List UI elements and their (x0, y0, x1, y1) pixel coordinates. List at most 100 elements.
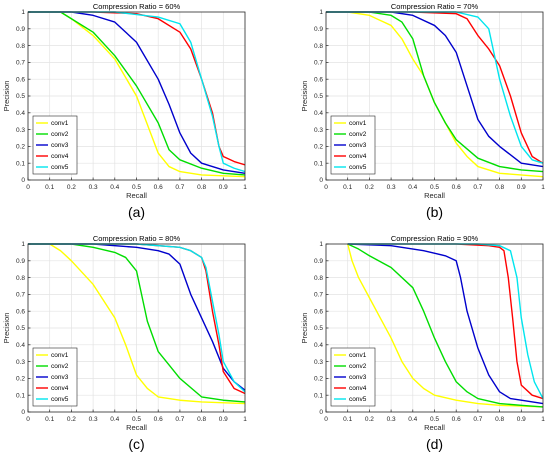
series-line-conv1 (28, 243, 246, 405)
series-line-conv3 (347, 243, 544, 405)
x-tick-label: 0.6 (154, 416, 163, 423)
x-tick-label: 0.2 (365, 416, 374, 423)
y-tick-label: 0.1 (314, 392, 323, 399)
chart-title: Compression Ratio = 80% (93, 234, 181, 243)
legend-label-conv4: conv4 (51, 153, 69, 160)
legend-label-conv1: conv1 (349, 120, 367, 127)
legend-label-conv2: conv2 (349, 131, 367, 138)
x-tick-label: 0.7 (175, 184, 184, 191)
series-line-conv5 (28, 11, 246, 173)
x-tick-label: 0.8 (197, 416, 206, 423)
series-line-conv4 (347, 243, 544, 400)
y-tick-label: 1 (21, 9, 25, 16)
y-tick-label: 0.9 (314, 26, 323, 33)
y-axis-label: Precision (300, 81, 309, 112)
y-tick-label: 0.5 (16, 93, 25, 100)
legend-label-conv1: conv1 (349, 352, 367, 359)
y-tick-label: 0.5 (314, 93, 323, 100)
x-tick-label: 0 (324, 184, 328, 191)
y-tick-label: 0.7 (16, 60, 25, 67)
x-tick-label: 1 (243, 416, 247, 423)
y-tick-label: 1 (319, 241, 323, 248)
chart-title: Compression Ratio = 90% (391, 234, 479, 243)
legend-label-conv3: conv3 (349, 142, 367, 149)
x-tick-label: 0.1 (45, 184, 54, 191)
legend: conv1 conv2 conv3 conv4 conv5 (32, 115, 78, 175)
x-tick-label: 0 (324, 416, 328, 423)
series-line-conv5 (347, 243, 544, 399)
y-tick-label: 0.9 (314, 258, 323, 265)
y-tick-label: 0.1 (314, 160, 323, 167)
x-tick-label: 0.1 (343, 416, 352, 423)
x-tick-label: 0.5 (430, 416, 439, 423)
x-tick-label: 1 (243, 184, 247, 191)
x-tick-label: 0.9 (517, 184, 526, 191)
y-tick-label: 1 (21, 241, 25, 248)
y-axis-label: Precision (300, 313, 309, 344)
y-tick-label: 0 (21, 177, 25, 184)
chart-panel-4: 0 0.1 0.2 0.3 0.4 0.5 0.6 0.7 0.8 0.9 1 0 0.1 0.2 0.3 0… (300, 234, 545, 452)
x-tick-label: 0.4 (110, 416, 119, 423)
x-tick-label: 0.5 (132, 184, 141, 191)
x-axis-label: Recall (424, 191, 445, 200)
x-tick-label: 0.4 (408, 416, 417, 423)
legend-label-conv2: conv2 (51, 363, 69, 370)
y-axis-label: Precision (2, 313, 11, 344)
y-tick-label: 0.3 (314, 359, 323, 366)
y-tick-label: 0.8 (314, 275, 323, 282)
series-line-conv3 (28, 243, 246, 391)
y-tick-label: 0.7 (16, 292, 25, 299)
x-tick-label: 0.3 (89, 416, 98, 423)
y-tick-label: 0.2 (314, 144, 323, 151)
x-tick-label: 0.9 (219, 184, 228, 191)
y-tick-label: 1 (319, 9, 323, 16)
y-tick-label: 0.8 (16, 275, 25, 282)
x-tick-label: 0.1 (343, 184, 352, 191)
legend-label-conv5: conv5 (349, 396, 367, 403)
legend-label-conv4: conv4 (51, 385, 69, 392)
panel-label: (d) (426, 436, 443, 452)
legend: conv1 conv2 conv3 conv4 conv5 (330, 347, 376, 407)
series-line-conv5 (28, 243, 246, 393)
legend-label-conv5: conv5 (51, 396, 69, 403)
x-tick-label: 0 (26, 416, 30, 423)
x-tick-label: 0.6 (452, 184, 461, 191)
x-tick-label: 0.8 (197, 184, 206, 191)
y-tick-label: 0.6 (314, 76, 323, 83)
legend-label-conv5: conv5 (51, 164, 69, 171)
y-tick-label: 0.3 (16, 359, 25, 366)
x-tick-label: 0.2 (67, 184, 76, 191)
legend-label-conv5: conv5 (349, 164, 367, 171)
legend: conv1 conv2 conv3 conv4 conv5 (330, 115, 376, 175)
y-tick-label: 0.4 (314, 342, 323, 349)
y-tick-label: 0.6 (16, 76, 25, 83)
y-tick-label: 0.4 (16, 342, 25, 349)
x-tick-label: 0.7 (175, 416, 184, 423)
x-tick-label: 0.7 (473, 416, 482, 423)
x-axis-label: Recall (424, 423, 445, 432)
legend-label-conv2: conv2 (349, 363, 367, 370)
x-tick-label: 0.7 (473, 184, 482, 191)
chart-panel-1: 0 0.1 0.2 0.3 0.4 0.5 0.6 0.7 0.8 0.9 1 0 0.1 0.2 0.3 0… (2, 2, 247, 220)
series-line-conv3 (28, 11, 246, 174)
panel-label: (c) (128, 436, 144, 452)
x-tick-label: 0.4 (110, 184, 119, 191)
x-tick-label: 0.6 (154, 184, 163, 191)
legend-label-conv3: conv3 (349, 374, 367, 381)
x-tick-label: 1 (541, 184, 545, 191)
x-tick-label: 0.1 (45, 416, 54, 423)
x-tick-label: 0.9 (517, 416, 526, 423)
legend-label-conv1: conv1 (51, 120, 69, 127)
y-tick-label: 0.4 (314, 110, 323, 117)
legend-label-conv4: conv4 (349, 153, 367, 160)
chart-panel-3: 0 0.1 0.2 0.3 0.4 0.5 0.6 0.7 0.8 0.9 1 0 0.1 0.2 0.3 0… (2, 234, 247, 452)
series-line-conv5 (326, 11, 544, 164)
y-tick-label: 0.4 (16, 110, 25, 117)
x-tick-label: 0.6 (452, 416, 461, 423)
y-tick-label: 0.5 (16, 325, 25, 332)
x-tick-label: 1 (541, 416, 545, 423)
y-tick-label: 0 (319, 409, 323, 416)
x-tick-label: 0.2 (67, 416, 76, 423)
x-tick-label: 0.5 (132, 416, 141, 423)
legend-label-conv3: conv3 (51, 374, 69, 381)
